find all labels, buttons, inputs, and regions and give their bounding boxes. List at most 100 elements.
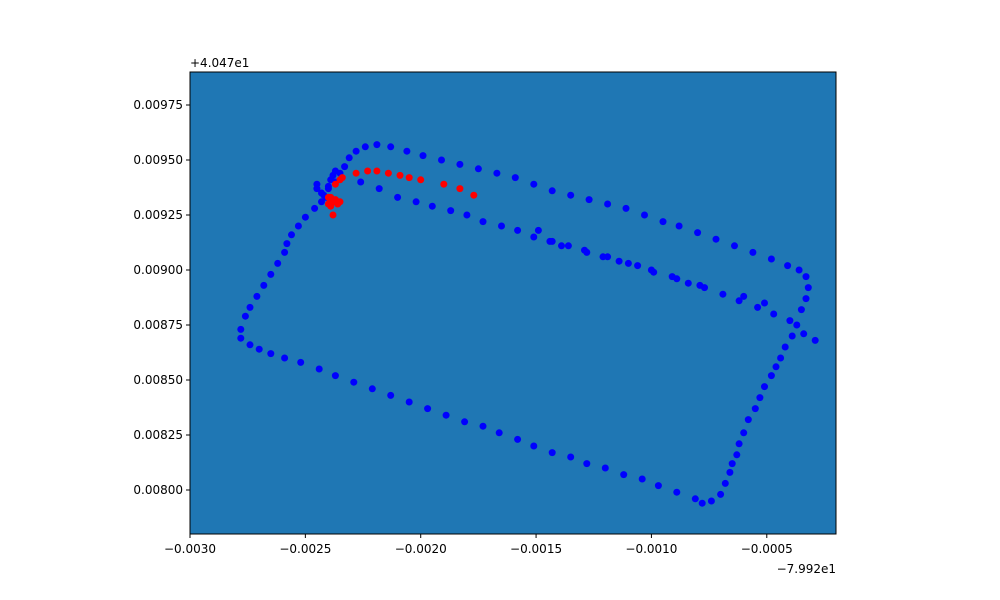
red-point-16 bbox=[396, 171, 404, 179]
blue-point-136 bbox=[558, 242, 565, 250]
blue-point-85 bbox=[419, 152, 427, 160]
blue-point-137 bbox=[583, 248, 591, 256]
blue-point-91 bbox=[345, 154, 353, 162]
x-tick-label: −0.0025 bbox=[279, 542, 331, 556]
blue-point-77 bbox=[567, 191, 575, 199]
blue-point-61 bbox=[802, 295, 810, 303]
blue-point-41 bbox=[698, 499, 706, 507]
points-layer bbox=[237, 141, 819, 507]
blue-point-92 bbox=[341, 163, 349, 171]
red-point-11 bbox=[338, 174, 346, 182]
blue-point-102 bbox=[324, 182, 332, 190]
x-tick-label: −0.0010 bbox=[625, 542, 677, 556]
x-tick-label: −0.0020 bbox=[395, 542, 447, 556]
red-point-18 bbox=[417, 176, 425, 184]
blue-point-48 bbox=[735, 440, 743, 448]
blue-point-21 bbox=[350, 378, 358, 386]
blue-point-99 bbox=[313, 180, 321, 188]
red-point-6 bbox=[324, 200, 332, 208]
blue-point-39 bbox=[673, 488, 681, 496]
blue-point-69 bbox=[712, 235, 720, 243]
blue-point-52 bbox=[756, 394, 764, 402]
blue-point-84 bbox=[438, 156, 445, 164]
blue-point-38 bbox=[654, 482, 662, 490]
red-point-5 bbox=[336, 198, 344, 206]
blue-point-135 bbox=[546, 237, 554, 245]
blue-point-5 bbox=[281, 248, 289, 256]
blue-point-127 bbox=[719, 290, 727, 298]
blue-point-8 bbox=[260, 281, 268, 289]
y-tick-label: 0.00950 bbox=[133, 153, 183, 167]
blue-point-139 bbox=[624, 259, 632, 267]
blue-point-47 bbox=[733, 451, 741, 459]
x-axis: −0.0030 −0.0025 −0.0020 −0.0015 −0.0010 −0.00… bbox=[164, 534, 793, 556]
red-point-8 bbox=[324, 193, 332, 201]
blue-point-34 bbox=[583, 460, 591, 468]
blue-point-53 bbox=[761, 383, 768, 391]
blue-point-55 bbox=[772, 363, 780, 371]
blue-point-19 bbox=[315, 365, 323, 373]
blue-point-57 bbox=[781, 343, 789, 351]
red-point-12 bbox=[352, 169, 360, 177]
blue-point-66 bbox=[767, 255, 775, 263]
blue-point-128 bbox=[735, 297, 743, 305]
blue-series bbox=[237, 141, 819, 507]
blue-point-121 bbox=[615, 257, 623, 265]
blue-point-59 bbox=[793, 321, 801, 329]
blue-point-143 bbox=[740, 292, 748, 300]
blue-point-114 bbox=[498, 222, 505, 230]
blue-point-60 bbox=[797, 306, 805, 314]
blue-point-49 bbox=[740, 429, 748, 437]
blue-point-82 bbox=[474, 165, 482, 173]
blue-point-68 bbox=[731, 242, 738, 250]
blue-point-7 bbox=[267, 270, 275, 278]
blue-point-13 bbox=[237, 334, 245, 342]
blue-point-16 bbox=[267, 350, 275, 358]
blue-point-108 bbox=[394, 193, 402, 201]
y-axis-offset-label: +4.047e1 bbox=[190, 56, 249, 70]
red-point-17 bbox=[405, 174, 413, 182]
blue-point-2 bbox=[294, 222, 302, 230]
red-point-19 bbox=[440, 180, 448, 188]
x-tick-label: −0.0015 bbox=[510, 542, 562, 556]
blue-point-12 bbox=[237, 325, 245, 333]
blue-point-141 bbox=[673, 275, 681, 283]
blue-point-14 bbox=[246, 341, 254, 349]
y-tick-label: 0.00875 bbox=[133, 318, 183, 332]
red-point-20 bbox=[456, 185, 464, 193]
y-tick-label: 0.00800 bbox=[133, 483, 183, 497]
blue-point-29 bbox=[495, 429, 503, 437]
plot-frame bbox=[189, 71, 837, 535]
blue-point-11 bbox=[241, 312, 249, 320]
blue-point-17 bbox=[281, 354, 289, 362]
blue-point-115 bbox=[514, 226, 522, 234]
red-point-14 bbox=[373, 167, 381, 175]
blue-point-45 bbox=[726, 468, 734, 476]
blue-point-35 bbox=[601, 464, 609, 472]
blue-point-1 bbox=[301, 213, 309, 221]
blue-point-140 bbox=[647, 266, 655, 274]
blue-point-86 bbox=[403, 147, 411, 155]
blue-point-110 bbox=[428, 202, 436, 210]
blue-point-46 bbox=[728, 460, 736, 468]
blue-point-40 bbox=[691, 495, 699, 503]
red-point-15 bbox=[384, 169, 392, 177]
y-tick-label: 0.00975 bbox=[133, 98, 183, 112]
blue-point-83 bbox=[456, 160, 464, 168]
x-tick-label: −0.0005 bbox=[741, 542, 793, 556]
blue-point-51 bbox=[751, 405, 759, 413]
blue-point-88 bbox=[373, 141, 381, 149]
red-point-0 bbox=[329, 211, 337, 219]
y-axis: 0.00800 0.00825 0.00850 0.00875 0.00900 0.009… bbox=[133, 98, 190, 497]
blue-point-97 bbox=[318, 198, 325, 206]
blue-point-63 bbox=[802, 273, 810, 281]
blue-point-138 bbox=[604, 253, 612, 261]
blue-point-72 bbox=[659, 218, 667, 226]
blue-point-73 bbox=[641, 211, 648, 219]
blue-point-131 bbox=[786, 317, 794, 325]
blue-point-27 bbox=[461, 418, 469, 426]
blue-point-44 bbox=[721, 479, 729, 487]
blue-point-112 bbox=[463, 211, 471, 219]
blue-point-50 bbox=[744, 416, 752, 424]
y-tick-label: 0.00825 bbox=[133, 428, 183, 442]
